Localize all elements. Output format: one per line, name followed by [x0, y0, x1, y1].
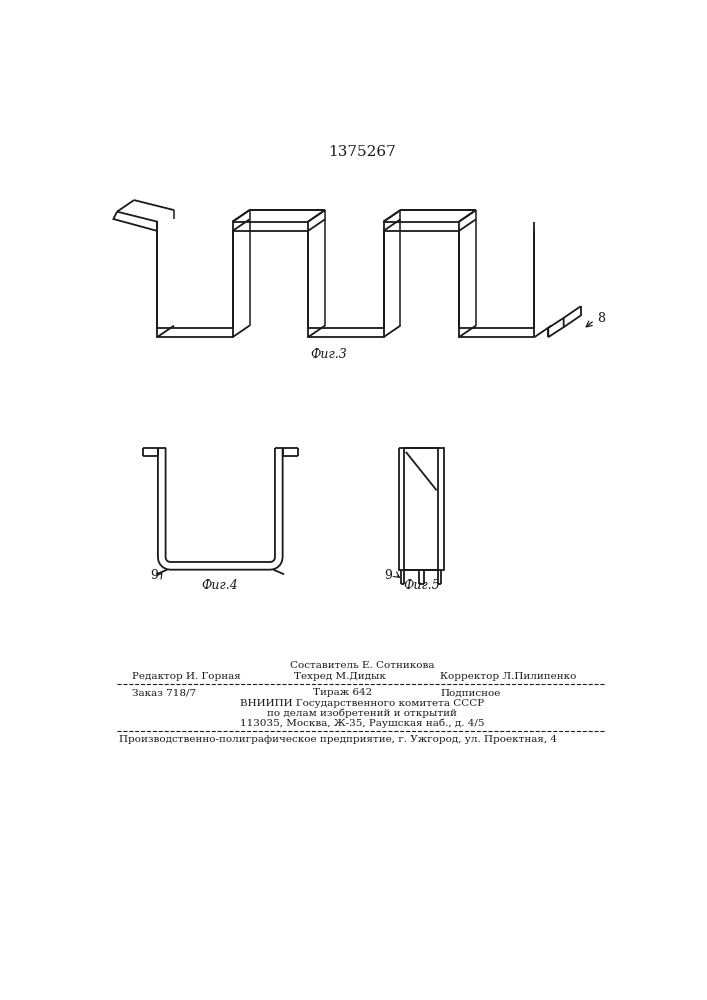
Text: Составитель Е. Сотникова: Составитель Е. Сотникова — [290, 661, 434, 670]
Text: 113035, Москва, Ж-35, Раушская наб., д. 4/5: 113035, Москва, Ж-35, Раушская наб., д. … — [240, 719, 484, 728]
Text: ВНИИПИ Государственного комитета СССР: ВНИИПИ Государственного комитета СССР — [240, 699, 484, 708]
Text: 1375267: 1375267 — [328, 145, 396, 159]
Text: Фиг.5: Фиг.5 — [403, 579, 440, 592]
Text: Фиг.3: Фиг.3 — [310, 348, 347, 361]
Text: Фиг.4: Фиг.4 — [201, 579, 238, 592]
Text: Тираж 642: Тираж 642 — [313, 688, 373, 697]
Text: по делам изобретений и открытий: по делам изобретений и открытий — [267, 709, 457, 718]
Text: 9: 9 — [384, 569, 392, 582]
Text: Редактор И. Горная: Редактор И. Горная — [132, 672, 241, 681]
Text: Корректор Л.Пилипенко: Корректор Л.Пилипенко — [440, 672, 577, 681]
Text: Техред М.Дидык: Техред М.Дидык — [294, 672, 386, 681]
Text: Заказ 718/7: Заказ 718/7 — [132, 688, 197, 697]
Text: 8: 8 — [597, 312, 604, 325]
Text: Производственно-полиграфическое предприятие, г. Ужгород, ул. Проектная, 4: Производственно-полиграфическое предприя… — [119, 735, 557, 744]
Text: Подписное: Подписное — [440, 688, 501, 697]
Text: 9: 9 — [150, 569, 158, 582]
